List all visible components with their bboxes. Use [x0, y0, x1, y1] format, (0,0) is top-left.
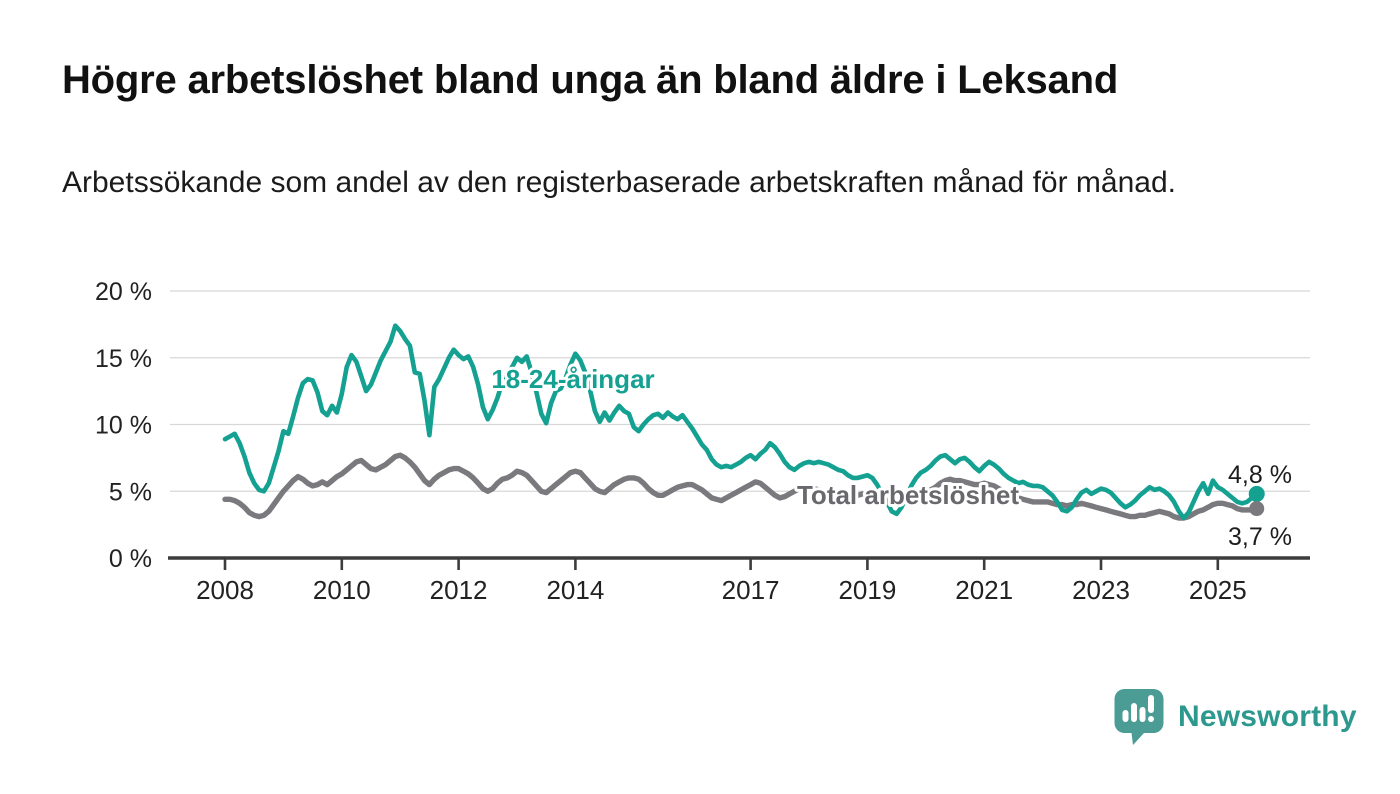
label-young: 18-24-åringar: [491, 364, 654, 394]
svg-text:15 %: 15 %: [95, 345, 152, 373]
end-value-label: 4,8 %: [1228, 461, 1292, 489]
svg-text:2017: 2017: [722, 575, 780, 605]
svg-text:2014: 2014: [546, 575, 604, 605]
x-axis: [168, 556, 1310, 570]
newsworthy-icon: [1114, 689, 1164, 745]
svg-text:10 %: 10 %: [95, 412, 152, 440]
svg-text:2023: 2023: [1072, 575, 1130, 605]
svg-text:2019: 2019: [838, 575, 896, 605]
series-lines: [222, 323, 1260, 521]
exclamation-bar: [1148, 695, 1154, 713]
label-total: Total arbetslöshet: [797, 480, 1019, 510]
svg-text:5 %: 5 %: [109, 478, 152, 506]
end-dot-total: [1249, 501, 1265, 517]
svg-text:20 %: 20 %: [95, 278, 152, 306]
svg-text:2010: 2010: [313, 575, 371, 605]
svg-text:2021: 2021: [955, 575, 1013, 605]
page-title: Högre arbetslöshet bland unga än bland ä…: [62, 58, 1119, 102]
newsworthy-wordmark: Newsworthy: [1178, 700, 1357, 733]
bar-chart-glyph: [1122, 695, 1154, 722]
series-labels: 4,8 % 3,7 % 18-24-åringar Total arbetslöshe…: [488, 361, 1292, 551]
exclamation-dot: [1148, 716, 1154, 722]
svg-text:0 %: 0 %: [109, 545, 152, 573]
line-total: [222, 452, 1260, 521]
speech-bubble-shape: [1114, 689, 1164, 745]
end-dot-young: [1248, 485, 1265, 502]
y-axis-labels: 0 % 5 % 10 % 15 % 20 %: [95, 278, 152, 573]
svg-text:2025: 2025: [1189, 575, 1247, 605]
end-value-label: 3,7 %: [1228, 523, 1292, 551]
newsworthy-logo: Newsworthy: [1113, 686, 1357, 748]
svg-text:2008: 2008: [196, 575, 254, 605]
series-end-dots: [1248, 485, 1265, 517]
line-young: [222, 323, 1259, 521]
page-subtitle: Arbetssökande som andel av den registerb…: [62, 166, 1176, 199]
svg-text:2012: 2012: [430, 575, 488, 605]
x-axis-labels: 2008 2010 2012 2014 2017 2019 2021 2023 2025: [196, 575, 1247, 605]
